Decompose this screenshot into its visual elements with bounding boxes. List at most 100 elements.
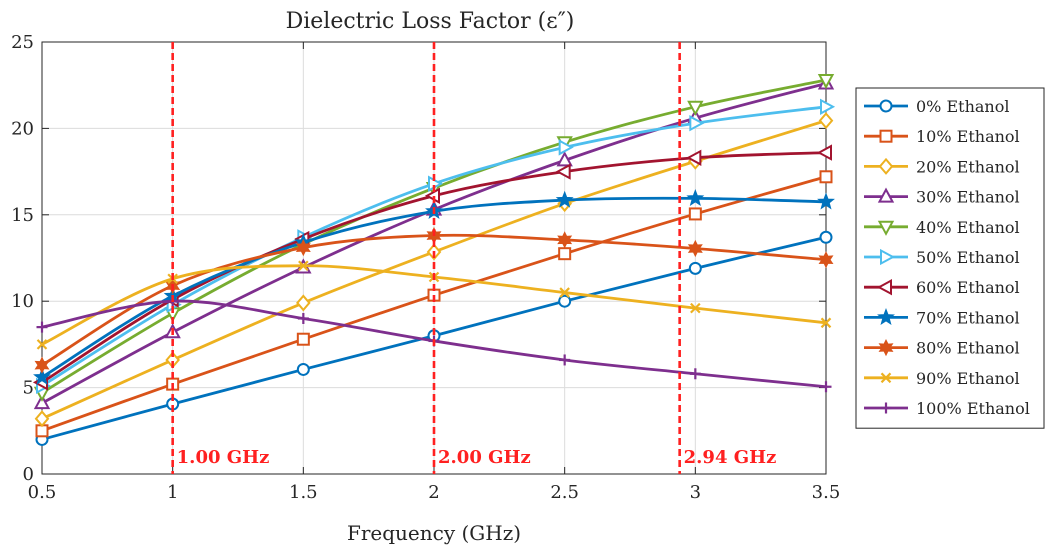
x-tick-label: 3.5 [812,482,841,503]
data-point [558,139,574,156]
x-tick-label: 3 [690,482,701,503]
data-point [558,247,572,261]
data-point [689,368,701,380]
data-point [296,362,310,376]
data-point [559,287,570,298]
data-point [689,115,705,132]
data-point [555,190,574,208]
x-axis-title: Frequency (GHz) [347,521,521,545]
data-point [36,321,48,333]
legend-marker [877,220,895,236]
legend-item: 50% Ethanol [864,248,1020,267]
legend-label: 100% Ethanol [916,399,1030,418]
legend-label: 30% Ethanol [916,188,1020,207]
data-point [295,239,311,257]
data-point [820,381,832,393]
frequency-marker: 1.00 GHz [171,42,270,474]
marker-stroke [559,287,570,298]
legend-label: 90% Ethanol [916,369,1020,388]
data-point [817,192,835,210]
data-point [688,261,702,275]
legend-label: 50% Ethanol [916,248,1020,267]
y-tick-label: 10 [11,291,34,312]
legend-marker [877,187,895,203]
data-point [687,100,704,116]
marker-stroke [690,302,701,314]
legend-marker [877,307,895,326]
data-point [818,251,834,269]
data-point [690,302,701,314]
marker-stroke [880,372,892,384]
frequency-marker: 2.94 GHz [678,42,777,474]
data-point [296,294,311,312]
data-point [297,312,309,324]
data-point [686,188,705,206]
legend-item: 30% Ethanol [864,187,1020,207]
data-point [818,112,834,130]
legend-label: 20% Ethanol [916,157,1020,176]
data-point [819,230,833,244]
frequency-marker-label: 2.94 GHz [684,447,777,468]
legend-marker [880,372,892,384]
legend-label: 10% Ethanol [916,127,1020,146]
data-point [33,367,51,385]
data-point [298,260,309,272]
legend-item: 40% Ethanol [864,218,1020,237]
data-point [687,239,703,258]
legend-item: 20% Ethanol [864,157,1020,176]
x-tick-label: 1.5 [289,482,318,503]
data-point [296,332,310,346]
legend-item: 70% Ethanol [864,307,1020,327]
data-point [816,144,832,161]
y-tick-label: 0 [23,464,34,485]
legend-marker [878,338,894,357]
data-point [819,170,833,184]
legend-item: 10% Ethanol [864,127,1020,146]
frequency-marker-label: 2.00 GHz [438,447,531,468]
y-tick-label: 15 [11,205,34,226]
marker-stroke [298,260,309,272]
legend-item: 80% Ethanol [864,339,1020,358]
legend-label: 70% Ethanol [916,308,1020,327]
x-tick-label: 1 [167,482,178,503]
legend-marker [880,248,896,266]
x-tick-label: 0.5 [28,482,57,503]
marker-stroke [820,317,832,329]
data-point [817,74,835,90]
data-point [34,410,50,428]
legend-item: 100% Ethanol [864,399,1030,418]
data-point [559,354,571,366]
legend-label: 60% Ethanol [916,278,1020,297]
data-point [33,394,51,410]
data-point [686,149,702,166]
legend: 0% Ethanol 10% Ethanol 20% Ethanol 30% Etha… [855,87,1045,429]
y-tick-label: 5 [23,378,34,399]
data-point [34,356,50,374]
marker-stroke [36,339,48,350]
data-point [688,207,702,221]
data-point [555,163,571,180]
y-tick-label: 25 [11,32,34,53]
data-point [556,151,573,167]
chart-title: Dielectric Loss Factor (ε″) [286,9,575,34]
frequency-marker-label: 1.00 GHz [177,447,270,468]
legend-marker [876,279,892,296]
y-tick-label: 20 [11,118,34,139]
data-point [557,231,573,249]
legend-label: 40% Ethanol [916,218,1020,237]
legend-label: 80% Ethanol [916,339,1020,358]
legend-item: 90% Ethanol [864,369,1020,388]
legend-item: 0% Ethanol [864,97,1009,116]
legend-marker [878,157,894,175]
legend-item: 60% Ethanol [864,278,1020,297]
legend-marker [879,99,893,113]
data-point [820,98,836,115]
data-point [36,339,48,350]
x-tick-label: 2.5 [550,482,579,503]
data-point [558,294,572,308]
legend-marker [880,402,892,414]
legend-marker [879,129,893,143]
x-tick-label: 2 [428,482,439,503]
